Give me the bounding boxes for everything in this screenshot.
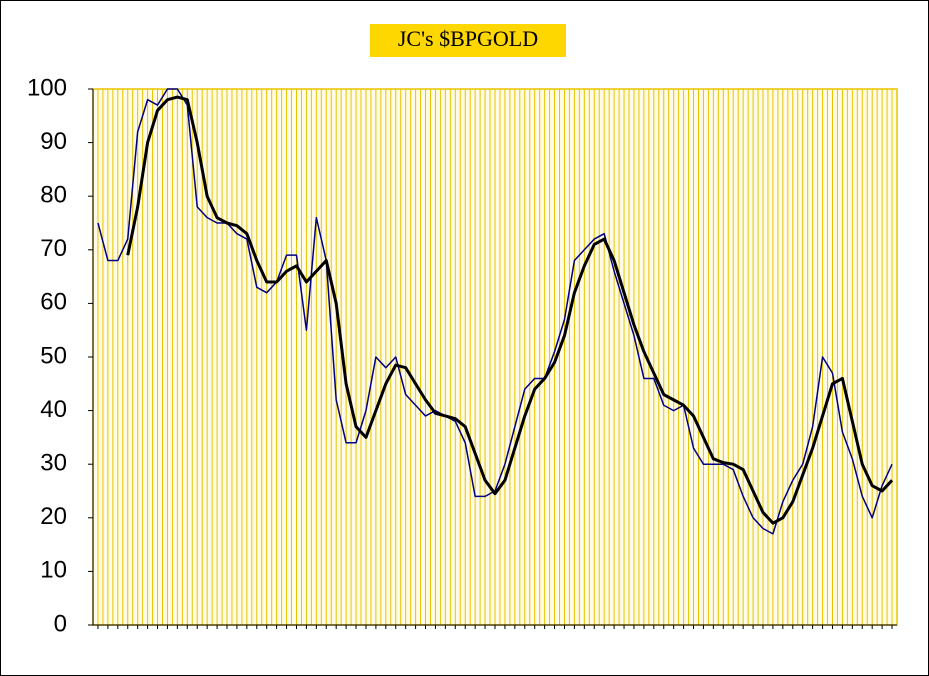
y-tick-label: 50 xyxy=(40,342,67,369)
y-tick-label: 10 xyxy=(40,557,67,584)
y-tick-label: 90 xyxy=(40,128,67,155)
chart-title: JC's $BPGOLD xyxy=(398,26,538,51)
series-line xyxy=(126,95,894,525)
y-tick-label: 100 xyxy=(27,74,67,101)
y-tick-label: 20 xyxy=(40,503,67,530)
y-tick-label: 30 xyxy=(40,450,67,477)
y-tick-label: 80 xyxy=(40,182,67,209)
series-line xyxy=(97,88,893,535)
y-tick-label: 0 xyxy=(54,610,67,637)
y-tick-label: 70 xyxy=(40,235,67,262)
y-tick-label: 60 xyxy=(40,289,67,316)
plot-area xyxy=(92,88,898,626)
y-tick-label: 40 xyxy=(40,396,67,423)
title-box xyxy=(370,24,566,57)
